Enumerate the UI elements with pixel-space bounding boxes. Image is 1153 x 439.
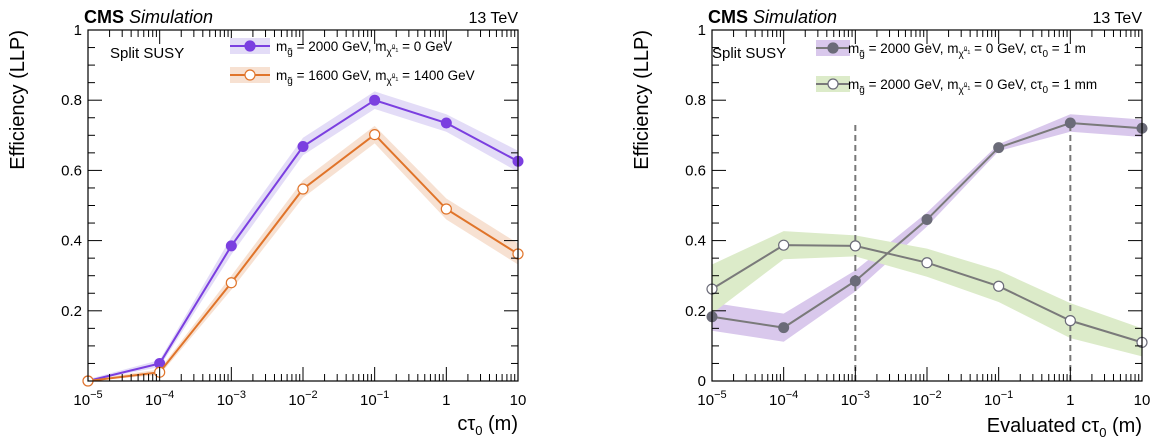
left-panel: CMS Simulation 13 TeV 10−5 10−4 10−3 10−2 10−1… bbox=[7, 7, 526, 438]
data-point-s0-5 bbox=[1064, 117, 1076, 129]
x-tick-label: 10−2 bbox=[288, 389, 317, 409]
x-tick-label: 10−5 bbox=[697, 389, 726, 409]
y-axis-label: Efficiency (LLP) bbox=[631, 30, 653, 170]
y-tick-label: 0.8 bbox=[685, 92, 706, 109]
uncertainty-band-1 bbox=[88, 125, 518, 381]
data-point-s1-2 bbox=[225, 277, 237, 289]
x-axis-label: cτ0 (m) bbox=[457, 413, 518, 438]
y-tick-label: 0.8 bbox=[61, 92, 82, 109]
legend-marker-0 bbox=[244, 40, 256, 52]
data-point-s1-3 bbox=[921, 257, 933, 269]
data-point-s0-2 bbox=[849, 275, 861, 287]
data-point-s0-5 bbox=[440, 117, 452, 129]
series-line-1 bbox=[87, 133, 519, 382]
energy-label: 13 TeV bbox=[468, 10, 518, 27]
x-tick-label: 10−2 bbox=[912, 389, 941, 409]
y-tick-label: 1 bbox=[74, 22, 82, 39]
data-point-s0-1 bbox=[778, 322, 790, 334]
y-axis-label: Efficiency (LLP) bbox=[7, 30, 29, 170]
right-panel: CMS Simulation 13 TeV 10−5 10−4 10−3 10−2 10−1… bbox=[631, 7, 1150, 439]
x-tick-label: 10−1 bbox=[984, 389, 1013, 409]
data-point-s0-4 bbox=[369, 94, 381, 106]
legend-marker-0 bbox=[827, 42, 839, 54]
split-susy-annotation: Split SUSY bbox=[110, 45, 184, 62]
y-tick-label: 0.6 bbox=[61, 162, 82, 179]
cms-label: CMS Simulation bbox=[708, 7, 837, 27]
x-tick-label: 1 bbox=[442, 392, 450, 409]
data-point-s1-1 bbox=[778, 239, 790, 251]
data-point-s0-4 bbox=[993, 142, 1005, 154]
y-tick-label: 0.6 bbox=[685, 162, 706, 179]
x-tick-label: 10−5 bbox=[73, 389, 102, 409]
x-tick-label: 10−1 bbox=[360, 389, 389, 409]
legend-marker-1 bbox=[244, 69, 256, 81]
data-point-s0-2 bbox=[225, 240, 237, 252]
y-tick-label: 0 bbox=[698, 373, 706, 390]
x-tick-label: 10 bbox=[1134, 392, 1151, 409]
y-tick-label: 1 bbox=[698, 22, 706, 39]
legend-label-1: mg̃ = 2000 GeV, mχ̃⁰₁ = 0 GeV, cτ0 = 1 m… bbox=[848, 77, 1097, 96]
uncertainty-band-0 bbox=[712, 114, 1142, 342]
legend-label-1: mg̃ = 1600 GeV, mχ̃⁰₁ = 1400 GeV bbox=[276, 68, 475, 87]
data-point-s0-3 bbox=[297, 141, 309, 153]
data-point-s1-4 bbox=[993, 280, 1005, 292]
y-tick-label: 0.2 bbox=[685, 303, 706, 320]
y-tick-label: 0.4 bbox=[685, 233, 706, 250]
data-point-s0-3 bbox=[921, 214, 933, 226]
uncertainty-band-0 bbox=[88, 91, 518, 382]
legend-label-0: mg̃ = 2000 GeV, mχ̃⁰₁ = 0 GeV bbox=[276, 39, 452, 58]
x-tick-label: 10−4 bbox=[769, 389, 798, 409]
data-point-s1-5 bbox=[1064, 315, 1076, 327]
y-tick-label: 0.2 bbox=[61, 303, 82, 320]
legend-marker-1 bbox=[827, 78, 839, 90]
x-tick-label: 10−3 bbox=[217, 389, 246, 409]
x-axis-label: Evaluated cτ0 (m) bbox=[987, 415, 1142, 439]
data-point-s1-2 bbox=[849, 240, 861, 252]
x-tick-label: 1 bbox=[1066, 392, 1074, 409]
data-point-s1-5 bbox=[440, 203, 452, 215]
data-point-s1-3 bbox=[297, 183, 309, 195]
x-tick-label: 10−3 bbox=[841, 389, 870, 409]
legend-label-0: mg̃ = 2000 GeV, mχ̃⁰₁ = 0 GeV, cτ0 = 1 m bbox=[848, 41, 1086, 60]
x-tick-label: 10−4 bbox=[145, 389, 174, 409]
y-tick-label: 0.4 bbox=[61, 233, 82, 250]
energy-label: 13 TeV bbox=[1092, 10, 1142, 27]
cms-label: CMS Simulation bbox=[84, 7, 213, 27]
uncertainty-band-1 bbox=[712, 231, 1142, 357]
x-tick-label: 10 bbox=[510, 392, 527, 409]
split-susy-annotation: Split SUSY bbox=[712, 45, 786, 62]
data-point-s1-4 bbox=[369, 128, 381, 141]
